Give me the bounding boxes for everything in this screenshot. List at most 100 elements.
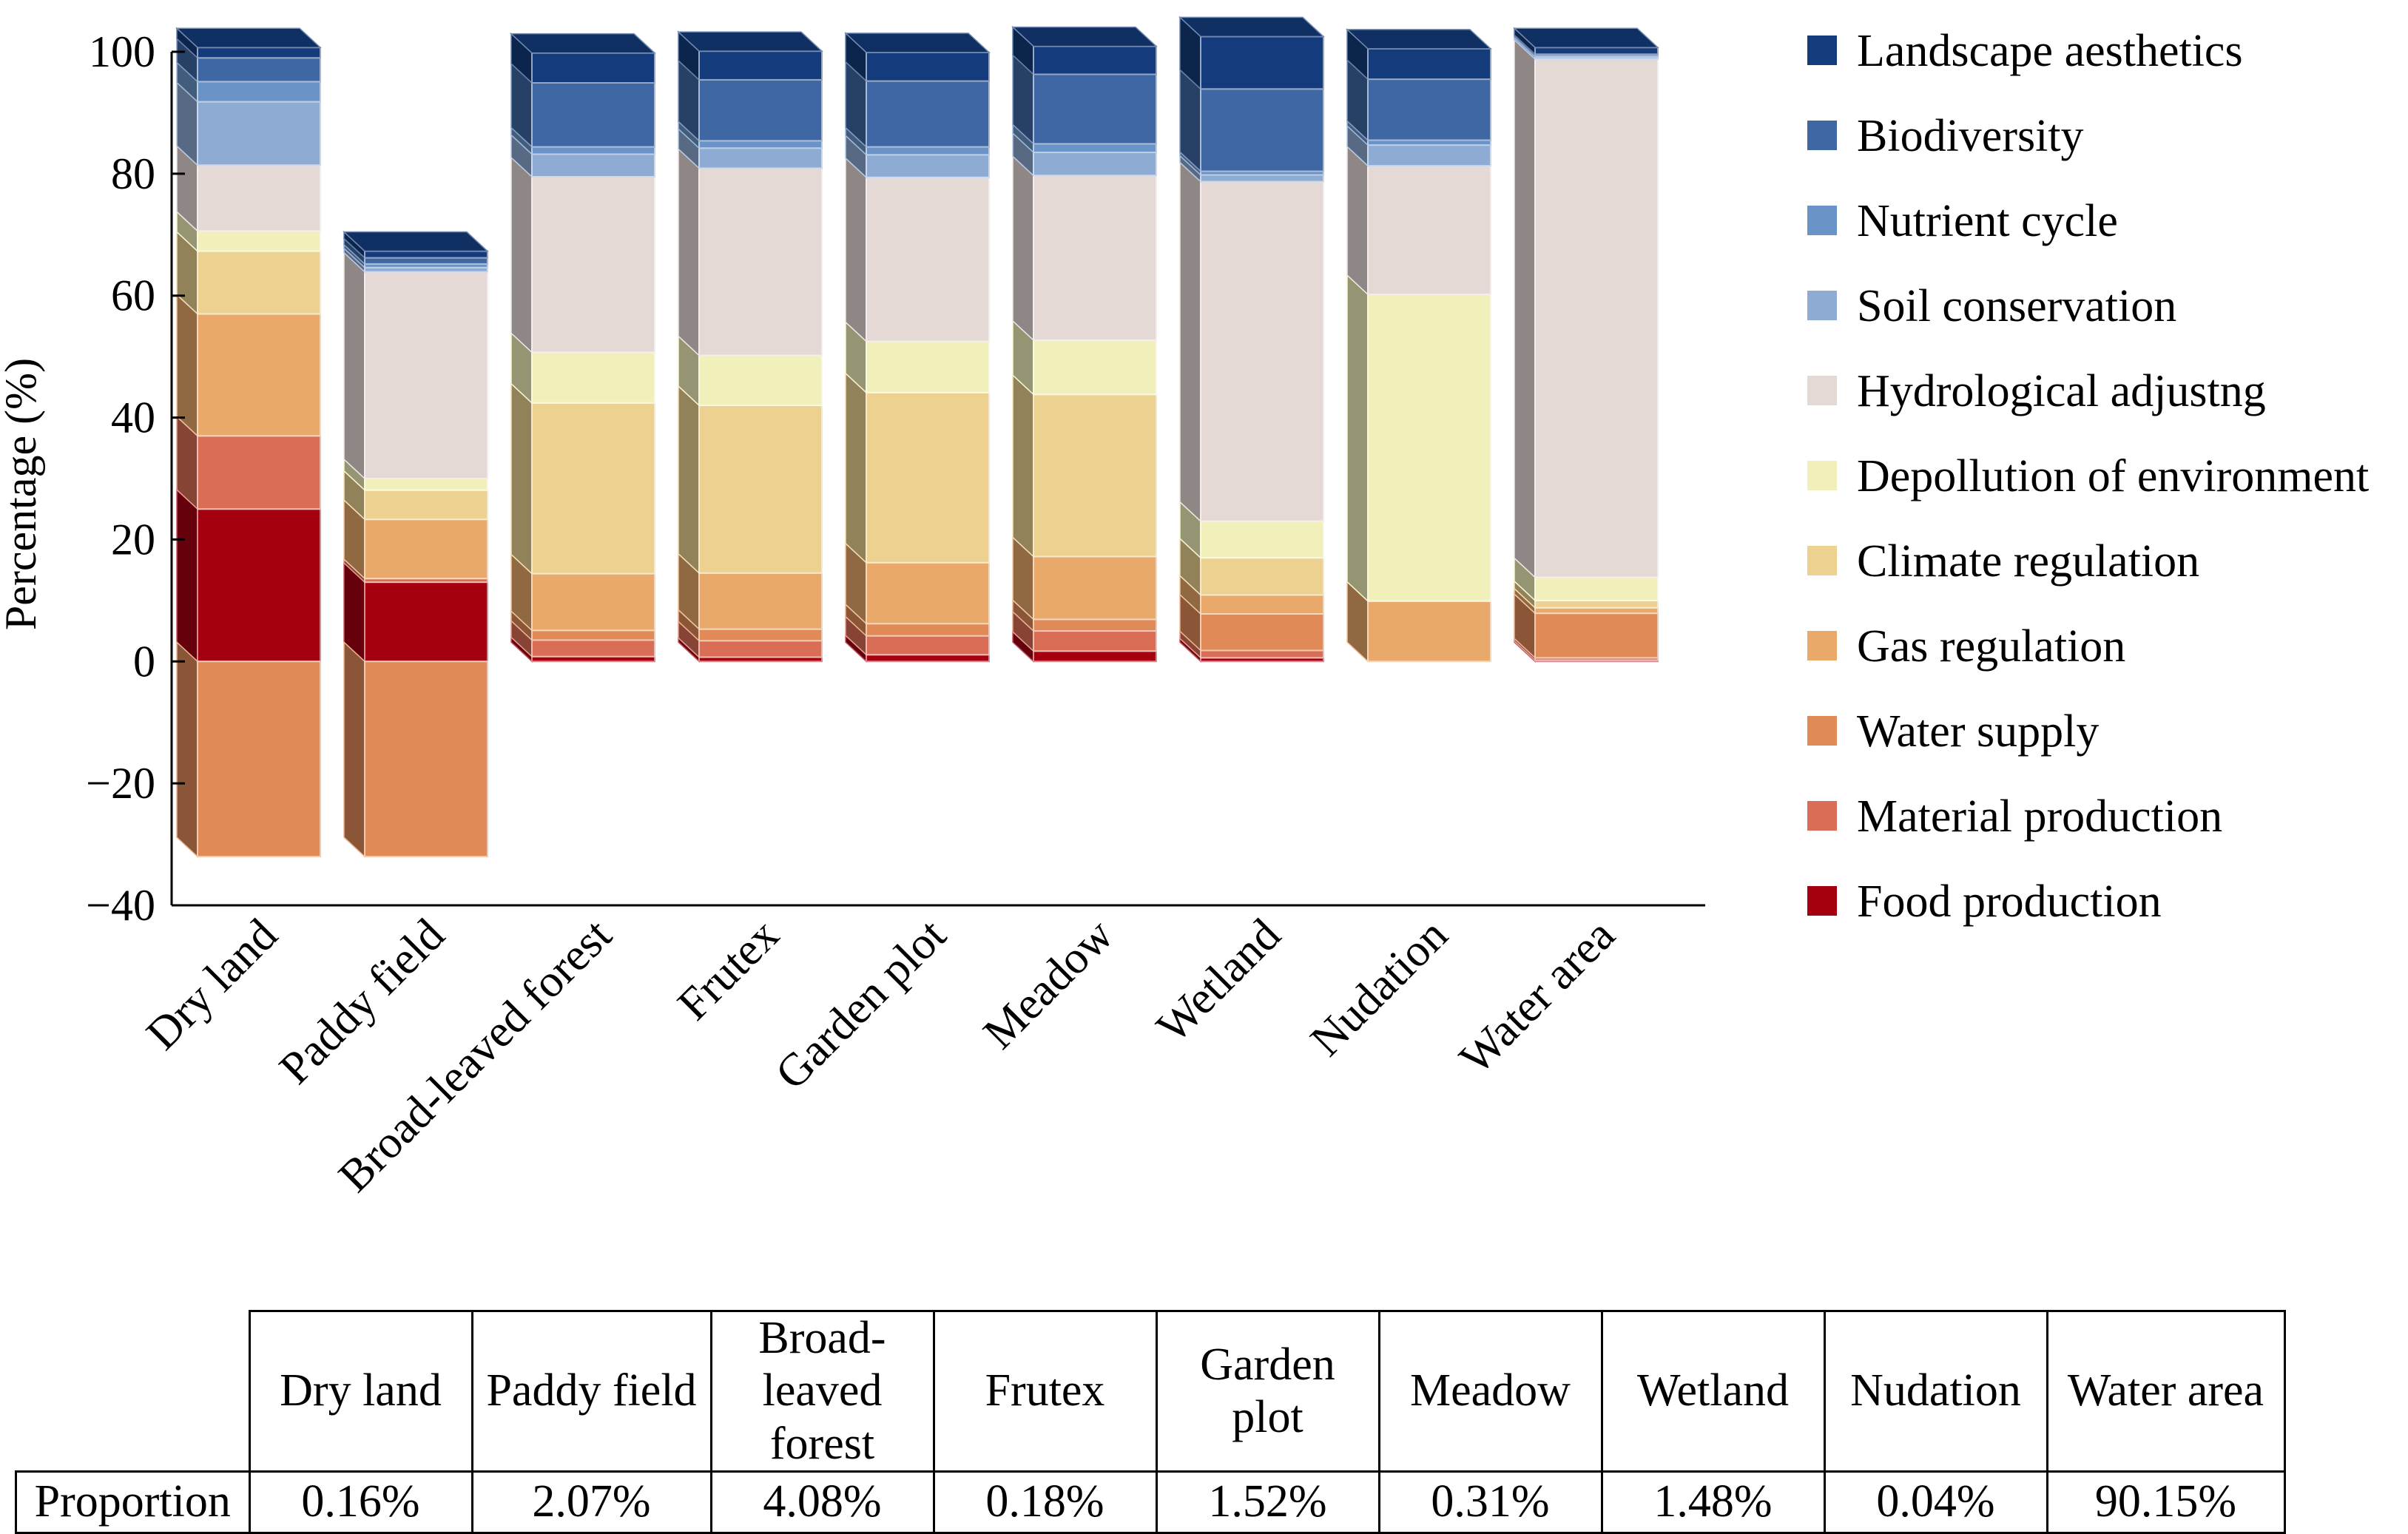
legend-item: Biodiversity bbox=[1807, 111, 2084, 161]
bar-segment bbox=[1012, 132, 1157, 178]
bar-segment bbox=[1012, 374, 1157, 558]
bar-segment bbox=[176, 210, 321, 253]
bar-segment bbox=[1012, 53, 1157, 146]
bar-top-face bbox=[510, 33, 656, 54]
legend-label: Landscape aesthetics bbox=[1857, 26, 2243, 76]
legend-swatch bbox=[1807, 291, 1837, 320]
table-header-cell: Water area bbox=[2046, 1310, 2286, 1473]
bar-top-face bbox=[1178, 16, 1325, 38]
table-header-cell: Paddy field bbox=[471, 1310, 712, 1473]
legend-label: Depollution of environment bbox=[1857, 451, 2369, 501]
legend-swatch bbox=[1807, 801, 1837, 831]
bar-stack bbox=[1011, 25, 1158, 663]
x-tick-label: Broad-leaved forest bbox=[329, 910, 621, 1202]
y-tick-label: 40 bbox=[111, 393, 155, 442]
legend-swatch bbox=[1807, 546, 1837, 575]
bar-stack bbox=[1178, 16, 1325, 663]
bar-segment bbox=[845, 157, 990, 343]
y-axis-title: Percentage (%) bbox=[0, 358, 45, 630]
bar-segment bbox=[845, 32, 990, 83]
bar-segment bbox=[1179, 574, 1324, 615]
legend-label: Hydrological adjustng bbox=[1857, 366, 2266, 416]
bar-segment bbox=[510, 32, 655, 84]
table-cell: 0.18% bbox=[932, 1470, 1158, 1534]
table-row: Proportion 0.16% 2.07% 4.08% 0.18% 1.52%… bbox=[15, 1470, 2286, 1534]
legend-swatch bbox=[1807, 376, 1837, 405]
bar-top-face bbox=[343, 231, 489, 252]
bar-segment bbox=[1179, 161, 1324, 523]
x-tick-label: Garden plot bbox=[766, 910, 956, 1099]
legend-swatch bbox=[1807, 716, 1837, 746]
legend-item: Climate regulation bbox=[1807, 536, 2199, 587]
bar-segment bbox=[845, 320, 990, 394]
legend-item: Hydrological adjustng bbox=[1807, 366, 2266, 416]
y-tick-label: 0 bbox=[133, 637, 155, 686]
bar-stack bbox=[844, 32, 991, 663]
table-header-cell: Meadow bbox=[1377, 1310, 1603, 1473]
table-header-row: Dry land Paddy field Broad-leaved forest … bbox=[16, 1310, 2286, 1473]
legend-item: Landscape aesthetics bbox=[1807, 26, 2243, 76]
table-header-cell: Nudation bbox=[1823, 1310, 2048, 1473]
bar-segment bbox=[1346, 580, 1491, 663]
legend-item: Gas regulation bbox=[1807, 621, 2125, 672]
bar-segment bbox=[176, 61, 321, 104]
legend-label: Climate regulation bbox=[1857, 536, 2199, 587]
bar-top-face bbox=[677, 31, 823, 52]
legend-label: Nutrient cycle bbox=[1857, 196, 2118, 246]
bar-segment bbox=[1012, 155, 1157, 342]
legend-swatch bbox=[1807, 631, 1837, 660]
bar-segment bbox=[678, 147, 823, 357]
legend-label: Gas regulation bbox=[1857, 621, 2125, 672]
x-tick-label: Paddy field bbox=[270, 910, 454, 1094]
legend: Landscape aesthetics Biodiversity Nutrient… bbox=[1807, 26, 2369, 927]
bar-segment bbox=[510, 553, 655, 632]
bar-top-face bbox=[175, 27, 322, 48]
bar-segment bbox=[1012, 25, 1157, 76]
legend-label: Water supply bbox=[1857, 706, 2099, 757]
bar-segment bbox=[1514, 27, 1659, 56]
table-cell: 0.16% bbox=[248, 1470, 473, 1534]
legend-swatch bbox=[1807, 461, 1837, 490]
bar-stack bbox=[1346, 28, 1492, 663]
bar-segment bbox=[343, 499, 488, 580]
bar-segment bbox=[1179, 68, 1324, 173]
table-header-cell: Frutex bbox=[932, 1310, 1158, 1473]
bar-segment bbox=[343, 458, 488, 492]
y-tick-label: −40 bbox=[86, 881, 155, 930]
legend-item: Depollution of environment bbox=[1807, 451, 2369, 501]
y-tick-label: 20 bbox=[111, 515, 155, 564]
bar-segment bbox=[678, 59, 823, 143]
bar-segment bbox=[1514, 592, 1659, 660]
bar-segment bbox=[678, 30, 823, 81]
y-tick-label: 60 bbox=[111, 271, 155, 320]
legend-label: Material production bbox=[1857, 791, 2222, 842]
bar-segment bbox=[510, 156, 655, 354]
bar-segment bbox=[845, 615, 990, 656]
legend-swatch bbox=[1807, 206, 1837, 235]
bar-stack bbox=[510, 32, 656, 663]
proportion-table: Dry land Paddy field Broad-leaved forest … bbox=[15, 1310, 2286, 1534]
bar-segment bbox=[510, 331, 655, 405]
bar-segment bbox=[176, 81, 321, 167]
table-cell: 0.04% bbox=[1823, 1470, 2048, 1534]
table-cell: 0.31% bbox=[1377, 1470, 1603, 1534]
bar-segment bbox=[1179, 537, 1324, 597]
legend-swatch bbox=[1807, 886, 1837, 916]
table-cell: 1.48% bbox=[1600, 1470, 1826, 1534]
bar-segment bbox=[176, 641, 321, 858]
bar-segment bbox=[1514, 38, 1659, 579]
bar-segment bbox=[1346, 274, 1491, 603]
legend-item: Nutrient cycle bbox=[1807, 196, 2118, 246]
bar-segment bbox=[176, 27, 321, 59]
bar-segment bbox=[176, 293, 321, 438]
bar-segment bbox=[343, 251, 488, 480]
x-tick-label: Frutex bbox=[668, 910, 789, 1030]
legend-label: Biodiversity bbox=[1857, 111, 2084, 161]
bars bbox=[175, 16, 1659, 858]
legend-item: Food production bbox=[1807, 876, 2162, 927]
table-header-cell: Broad-leaved forest bbox=[709, 1310, 935, 1473]
bar-stack bbox=[677, 30, 823, 663]
bar-top-face bbox=[1513, 27, 1659, 48]
x-tick-label: Meadow bbox=[974, 910, 1123, 1059]
